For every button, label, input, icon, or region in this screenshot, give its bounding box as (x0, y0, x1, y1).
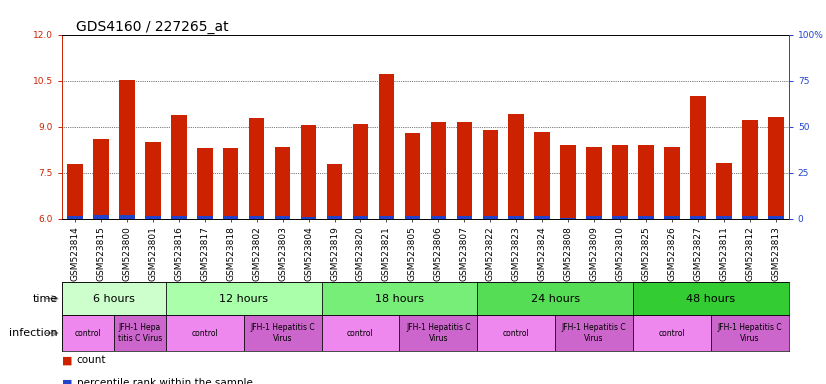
Bar (119, 80, 135, 219)
Bar (171, 216, 187, 219)
Bar (612, 145, 628, 219)
Bar (249, 118, 264, 219)
Bar (327, 164, 342, 219)
Bar (378, 216, 394, 219)
Bar (93, 139, 109, 219)
Bar (321, 315, 400, 351)
Bar (430, 122, 446, 219)
Bar (482, 217, 498, 219)
Text: 48 hours: 48 hours (686, 293, 735, 304)
Bar (716, 163, 732, 219)
Bar (482, 130, 498, 219)
Bar (555, 315, 633, 351)
Bar (612, 216, 628, 219)
Text: control: control (192, 329, 218, 338)
Bar (768, 117, 784, 219)
Bar (509, 114, 524, 219)
Bar (275, 216, 291, 219)
Text: percentile rank within the sample: percentile rank within the sample (77, 378, 253, 384)
Bar (67, 217, 83, 219)
Text: ■: ■ (62, 355, 73, 365)
Bar (691, 96, 705, 219)
Bar (664, 216, 680, 219)
Bar (742, 216, 757, 219)
Bar (353, 216, 368, 219)
Bar (67, 164, 83, 219)
Text: GDS4160 / 227265_at: GDS4160 / 227265_at (77, 20, 229, 33)
Bar (586, 147, 602, 219)
Bar (477, 315, 555, 351)
Bar (93, 215, 109, 219)
Bar (166, 315, 244, 351)
Bar (62, 315, 114, 351)
Bar (742, 120, 757, 219)
Bar (638, 145, 654, 219)
Bar (321, 282, 477, 315)
Bar (223, 216, 239, 219)
Text: ■: ■ (62, 378, 73, 384)
Text: control: control (658, 329, 686, 338)
Bar (477, 282, 633, 315)
Bar (716, 216, 732, 219)
Text: JFH-1 Hepatitis C
Virus: JFH-1 Hepatitis C Virus (562, 323, 626, 343)
Bar (166, 282, 321, 315)
Text: JFH-1 Hepatitis C
Virus: JFH-1 Hepatitis C Virus (250, 323, 315, 343)
Text: count: count (77, 355, 107, 365)
Bar (405, 133, 420, 219)
Bar (223, 148, 239, 219)
Bar (353, 124, 368, 219)
Bar (457, 216, 472, 219)
Text: control: control (74, 329, 102, 338)
Text: 24 hours: 24 hours (530, 293, 580, 304)
Text: control: control (347, 329, 374, 338)
Bar (145, 142, 160, 219)
Bar (275, 147, 291, 219)
Bar (400, 315, 477, 351)
Bar (327, 216, 342, 219)
Bar (301, 217, 316, 219)
Bar (711, 315, 789, 351)
Bar (691, 216, 705, 219)
Text: 12 hours: 12 hours (219, 293, 268, 304)
Text: 6 hours: 6 hours (93, 293, 135, 304)
Bar (119, 215, 135, 219)
Bar (378, 74, 394, 219)
Bar (62, 282, 166, 315)
Text: JFH-1 Hepatitis C
Virus: JFH-1 Hepatitis C Virus (406, 323, 471, 343)
Bar (768, 216, 784, 219)
Bar (244, 315, 321, 351)
Bar (171, 115, 187, 219)
Bar (664, 147, 680, 219)
Bar (145, 216, 160, 219)
Text: JFH-1 Hepa
titis C Virus: JFH-1 Hepa titis C Virus (117, 323, 162, 343)
Bar (114, 315, 166, 351)
Bar (586, 216, 602, 219)
Bar (430, 216, 446, 219)
Text: infection: infection (9, 328, 58, 338)
Bar (405, 216, 420, 219)
Bar (197, 148, 212, 219)
Text: time: time (32, 293, 58, 304)
Bar (197, 216, 212, 219)
Bar (457, 122, 472, 219)
Bar (534, 132, 550, 219)
Text: 18 hours: 18 hours (375, 293, 424, 304)
Bar (249, 216, 264, 219)
Bar (633, 282, 789, 315)
Bar (638, 216, 654, 219)
Text: JFH-1 Hepatitis C
Virus: JFH-1 Hepatitis C Virus (718, 323, 782, 343)
Bar (509, 216, 524, 219)
Text: control: control (503, 329, 529, 338)
Bar (633, 315, 711, 351)
Bar (301, 125, 316, 219)
Bar (560, 145, 576, 219)
Bar (560, 218, 576, 219)
Bar (534, 216, 550, 219)
